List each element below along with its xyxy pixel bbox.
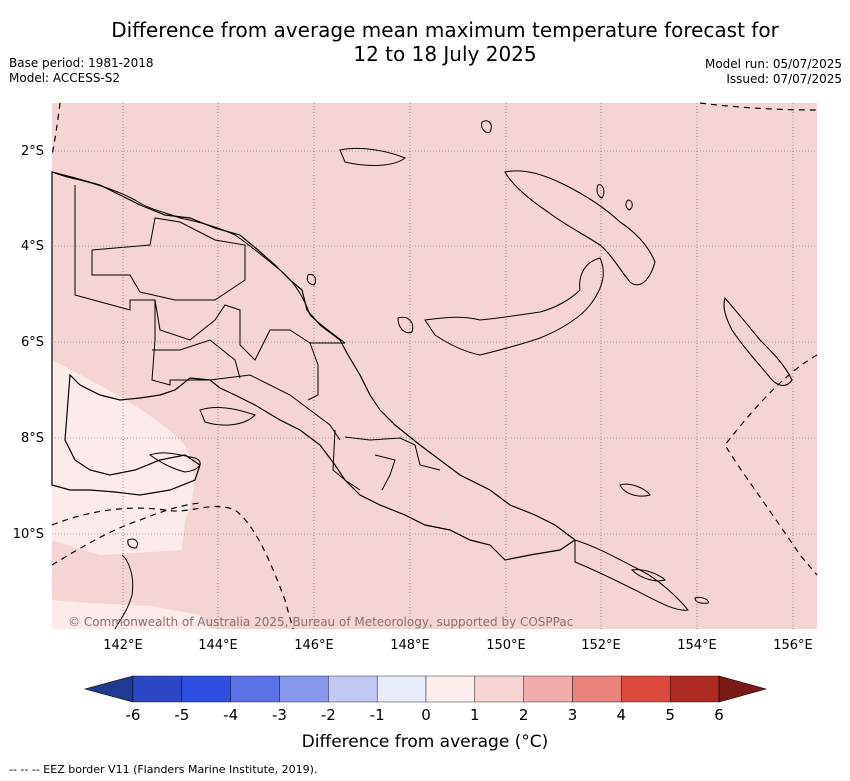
longitude-labels: 142°E 144°E 146°E 148°E 150°E 152°E 154°E 156°E <box>103 638 813 653</box>
southeast-tip <box>574 539 689 611</box>
huon-peninsula <box>424 257 604 356</box>
island <box>694 597 709 604</box>
colorbar-tick-label: 0 <box>421 706 431 724</box>
lon-tick-label: 150°E <box>486 638 526 653</box>
run-info: Model run: 05/07/2025 Issued: 07/07/2025 <box>705 57 842 87</box>
colorbar-segment <box>523 675 573 703</box>
island <box>625 199 633 211</box>
base-info: Base period: 1981-2018 Model: ACCESS-S2 <box>9 56 154 86</box>
island <box>306 273 317 286</box>
colorbar-under-arrow <box>83 675 134 703</box>
model-name: Model: ACCESS-S2 <box>9 71 121 85</box>
base-period: Base period: 1981-2018 <box>9 56 154 70</box>
colorbar-tick-label: 5 <box>665 706 675 724</box>
eez-border <box>51 505 294 630</box>
manus-island <box>339 147 406 166</box>
lat-tick-label: 8°S <box>21 431 44 446</box>
title-line-2: 12 to 18 July 2025 <box>353 42 537 66</box>
colorbar-tick-label: -1 <box>370 706 385 724</box>
lon-tick-label: 142°E <box>103 638 143 653</box>
island <box>397 316 414 334</box>
graticule <box>52 103 817 629</box>
lon-tick-label: 156°E <box>773 638 813 653</box>
latitude-labels: 2°S 4°S 6°S 8°S 10°S <box>13 144 44 542</box>
lat-tick-label: 2°S <box>21 144 44 159</box>
new-guinea-coast <box>51 171 577 561</box>
colorbar-segment <box>474 675 524 703</box>
island <box>127 538 138 549</box>
colorbar-tick-label: -2 <box>321 706 336 724</box>
island <box>630 569 666 582</box>
lon-tick-label: 144°E <box>198 638 238 653</box>
province-border <box>374 454 396 491</box>
map-title: Difference from average mean maximum tem… <box>60 18 830 66</box>
lon-tick-label: 152°E <box>581 638 621 653</box>
colorbar-tick-label: 2 <box>519 706 529 724</box>
province-border <box>332 429 361 491</box>
cape-york <box>114 554 134 630</box>
model-run: Model run: 05/07/2025 <box>704 57 842 71</box>
colorbar-tick-label: 1 <box>470 706 480 724</box>
lat-tick-label: 6°S <box>21 335 44 350</box>
colorbar-tick-label: -4 <box>223 706 238 724</box>
eez-border <box>699 102 818 111</box>
colorbar-title: Difference from average (°C) <box>301 732 549 752</box>
fly-river-delta <box>148 452 201 473</box>
lon-tick-label: 146°E <box>294 638 334 653</box>
lat-tick-label: 10°S <box>13 527 44 542</box>
light-anomaly-region-south <box>52 600 210 629</box>
colorbar: -6 -5 -4 -3 -2 -1 0 1 2 3 4 5 6 <box>83 675 768 724</box>
title-line-1: Difference from average mean maximum tem… <box>111 18 779 42</box>
colorbar-tick-label: 4 <box>617 706 627 724</box>
province-border <box>91 217 246 301</box>
bougainville-island <box>723 296 793 386</box>
lon-tick-label: 148°E <box>390 638 430 653</box>
colorbar-segment <box>669 675 720 703</box>
colorbar-tick-label: -5 <box>174 706 189 724</box>
eez-border <box>51 502 201 566</box>
province-border <box>307 342 319 401</box>
island <box>596 184 605 199</box>
colorbar-segment <box>376 675 427 703</box>
colorbar-tick-label: -6 <box>126 706 141 724</box>
island <box>481 120 492 133</box>
issued-date: Issued: 07/07/2025 <box>726 72 842 86</box>
colorbar-tick-label: 3 <box>568 706 578 724</box>
lon-tick-label: 154°E <box>677 638 717 653</box>
colorbar-segment <box>425 675 476 703</box>
colorbar-segment <box>132 675 183 703</box>
province-border <box>344 436 441 471</box>
new-britain <box>504 170 656 286</box>
province-border <box>154 299 345 361</box>
copyright-text: © Commonwealth of Australia 2025, Bureau… <box>68 615 573 629</box>
province-border <box>74 185 341 441</box>
province-border <box>152 339 241 379</box>
north-coast <box>51 171 346 344</box>
colorbar-segment <box>572 675 622 703</box>
colorbar-segment <box>279 675 329 703</box>
eez-footnote: -- -- -- EEZ border V11 (Flanders Marine… <box>9 763 318 776</box>
colorbar-tick-label: -3 <box>272 706 287 724</box>
colorbar-tick-label: 6 <box>714 706 724 724</box>
lat-tick-label: 4°S <box>21 239 44 254</box>
colorbar-segment <box>621 675 671 703</box>
colorbar-segment <box>181 675 231 703</box>
colorbar-segment <box>230 675 280 703</box>
colorbar-segment <box>328 675 378 703</box>
lake-region <box>199 407 256 426</box>
eez-border <box>724 354 818 576</box>
island <box>619 483 651 497</box>
colorbar-over-arrow <box>718 675 768 703</box>
